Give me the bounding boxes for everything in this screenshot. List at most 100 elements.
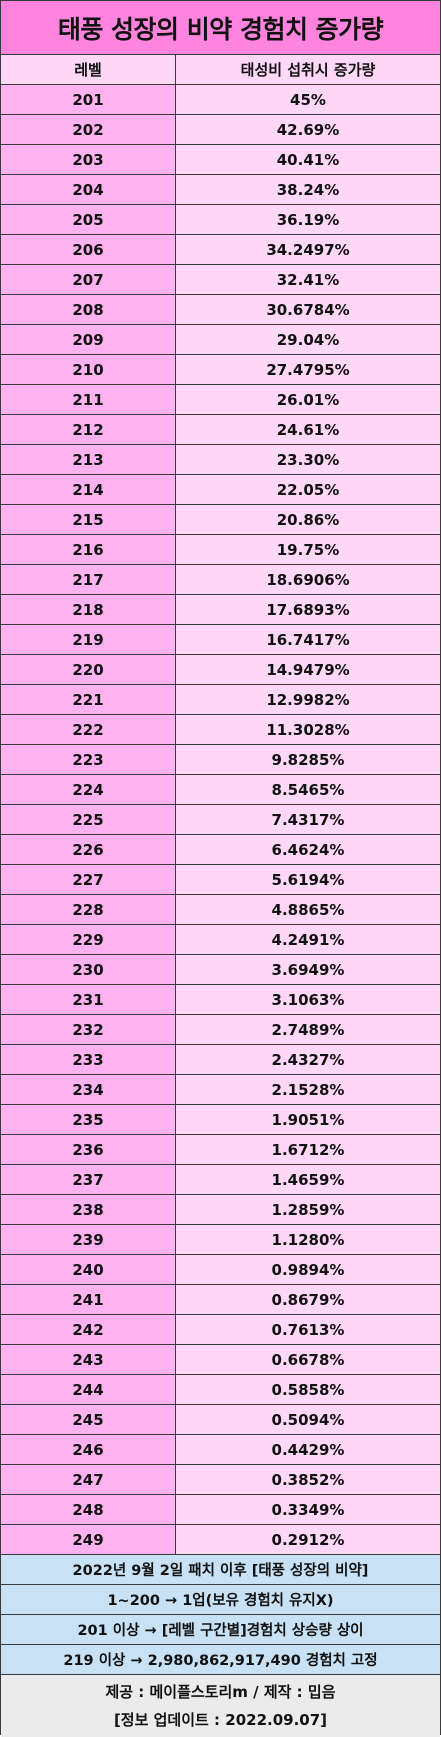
level-cell: 231 xyxy=(1,985,176,1014)
table-row: 228 4.8865% xyxy=(1,895,440,925)
rate-cell: 38.24% xyxy=(176,175,440,204)
table-row: 225 7.4317% xyxy=(1,805,440,835)
table-header-row: 레벨 태성비 섭취시 증가량 xyxy=(1,55,440,85)
level-cell: 226 xyxy=(1,835,176,864)
rate-cell: 20.86% xyxy=(176,505,440,534)
table-row: 245 0.5094% xyxy=(1,1405,440,1435)
rate-cell: 5.6194% xyxy=(176,865,440,894)
rate-cell: 0.2912% xyxy=(176,1525,440,1554)
notes-section: 2022년 9월 2일 패치 이후 [태풍 성장의 비약] 1~200 → 1업(… xyxy=(1,1555,440,1675)
rate-cell: 34.2497% xyxy=(176,235,440,264)
rate-cell: 17.6893% xyxy=(176,595,440,624)
level-cell: 243 xyxy=(1,1345,176,1374)
table-row: 249 0.2912% xyxy=(1,1525,440,1555)
level-cell: 218 xyxy=(1,595,176,624)
rate-cell: 24.61% xyxy=(176,415,440,444)
table-row: 214 22.05% xyxy=(1,475,440,505)
rate-cell: 7.4317% xyxy=(176,805,440,834)
level-cell: 204 xyxy=(1,175,176,204)
level-cell: 209 xyxy=(1,325,176,354)
level-cell: 227 xyxy=(1,865,176,894)
rate-cell: 0.5858% xyxy=(176,1375,440,1404)
rate-cell: 6.4624% xyxy=(176,835,440,864)
rate-cell: 3.1063% xyxy=(176,985,440,1014)
rate-cell: 23.30% xyxy=(176,445,440,474)
rate-cell: 1.2859% xyxy=(176,1195,440,1224)
rate-cell: 29.04% xyxy=(176,325,440,354)
table-row: 230 3.6949% xyxy=(1,955,440,985)
level-cell: 244 xyxy=(1,1375,176,1404)
level-cell: 238 xyxy=(1,1195,176,1224)
level-cell: 229 xyxy=(1,925,176,954)
level-cell: 241 xyxy=(1,1285,176,1314)
rate-cell: 3.6949% xyxy=(176,955,440,984)
level-cell: 211 xyxy=(1,385,176,414)
rate-cell: 16.7417% xyxy=(176,625,440,654)
table-row: 231 3.1063% xyxy=(1,985,440,1015)
table-row: 224 8.5465% xyxy=(1,775,440,805)
rate-cell: 2.7489% xyxy=(176,1015,440,1044)
table-row: 211 26.01% xyxy=(1,385,440,415)
rate-cell: 1.9051% xyxy=(176,1105,440,1134)
level-cell: 206 xyxy=(1,235,176,264)
header-rate: 태성비 섭취시 증가량 xyxy=(176,55,440,84)
level-cell: 236 xyxy=(1,1135,176,1164)
header-level: 레벨 xyxy=(1,55,176,84)
table-row: 216 19.75% xyxy=(1,535,440,565)
table-row: 201 45% xyxy=(1,85,440,115)
level-cell: 247 xyxy=(1,1465,176,1494)
rate-cell: 45% xyxy=(176,85,440,114)
level-cell: 223 xyxy=(1,745,176,774)
table-row: 242 0.7613% xyxy=(1,1315,440,1345)
table-row: 246 0.4429% xyxy=(1,1435,440,1465)
table-row: 237 1.4659% xyxy=(1,1165,440,1195)
table-row: 248 0.3349% xyxy=(1,1495,440,1525)
level-cell: 249 xyxy=(1,1525,176,1554)
table-row: 233 2.4327% xyxy=(1,1045,440,1075)
level-cell: 214 xyxy=(1,475,176,504)
level-cell: 242 xyxy=(1,1315,176,1344)
note-line: 219 이상 → 2,980,862,917,490 경험치 고정 xyxy=(1,1645,440,1675)
rate-cell: 27.4795% xyxy=(176,355,440,384)
table-row: 241 0.8679% xyxy=(1,1285,440,1315)
level-cell: 246 xyxy=(1,1435,176,1464)
table-row: 235 1.9051% xyxy=(1,1105,440,1135)
table-row: 220 14.9479% xyxy=(1,655,440,685)
table-row: 229 4.2491% xyxy=(1,925,440,955)
note-line: 2022년 9월 2일 패치 이후 [태풍 성장의 비약] xyxy=(1,1555,440,1585)
rate-cell: 12.9982% xyxy=(176,685,440,714)
level-cell: 219 xyxy=(1,625,176,654)
rate-cell: 0.8679% xyxy=(176,1285,440,1314)
rate-cell: 19.75% xyxy=(176,535,440,564)
rate-cell: 0.7613% xyxy=(176,1315,440,1344)
level-cell: 230 xyxy=(1,955,176,984)
table-row: 238 1.2859% xyxy=(1,1195,440,1225)
rate-cell: 1.6712% xyxy=(176,1135,440,1164)
table-row: 206 34.2497% xyxy=(1,235,440,265)
level-cell: 205 xyxy=(1,205,176,234)
table-row: 217 18.6906% xyxy=(1,565,440,595)
table-row: 203 40.41% xyxy=(1,145,440,175)
level-cell: 215 xyxy=(1,505,176,534)
rate-cell: 30.6784% xyxy=(176,295,440,324)
rate-cell: 4.8865% xyxy=(176,895,440,924)
table-row: 213 23.30% xyxy=(1,445,440,475)
footer-update: [정보 업데이트 : 2022.09.07] xyxy=(113,1711,328,1729)
rate-cell: 42.69% xyxy=(176,115,440,144)
footer-credit: 제공 : 메이플스토리m / 제작 : 밉음 xyxy=(105,1683,336,1701)
level-cell: 232 xyxy=(1,1015,176,1044)
rate-cell: 9.8285% xyxy=(176,745,440,774)
level-cell: 240 xyxy=(1,1255,176,1284)
table-row: 239 1.1280% xyxy=(1,1225,440,1255)
level-cell: 203 xyxy=(1,145,176,174)
rate-cell: 22.05% xyxy=(176,475,440,504)
level-cell: 207 xyxy=(1,265,176,294)
level-cell: 248 xyxy=(1,1495,176,1524)
level-cell: 225 xyxy=(1,805,176,834)
table-row: 240 0.9894% xyxy=(1,1255,440,1285)
table-row: 218 17.6893% xyxy=(1,595,440,625)
rate-cell: 11.3028% xyxy=(176,715,440,744)
level-cell: 233 xyxy=(1,1045,176,1074)
level-cell: 234 xyxy=(1,1075,176,1104)
